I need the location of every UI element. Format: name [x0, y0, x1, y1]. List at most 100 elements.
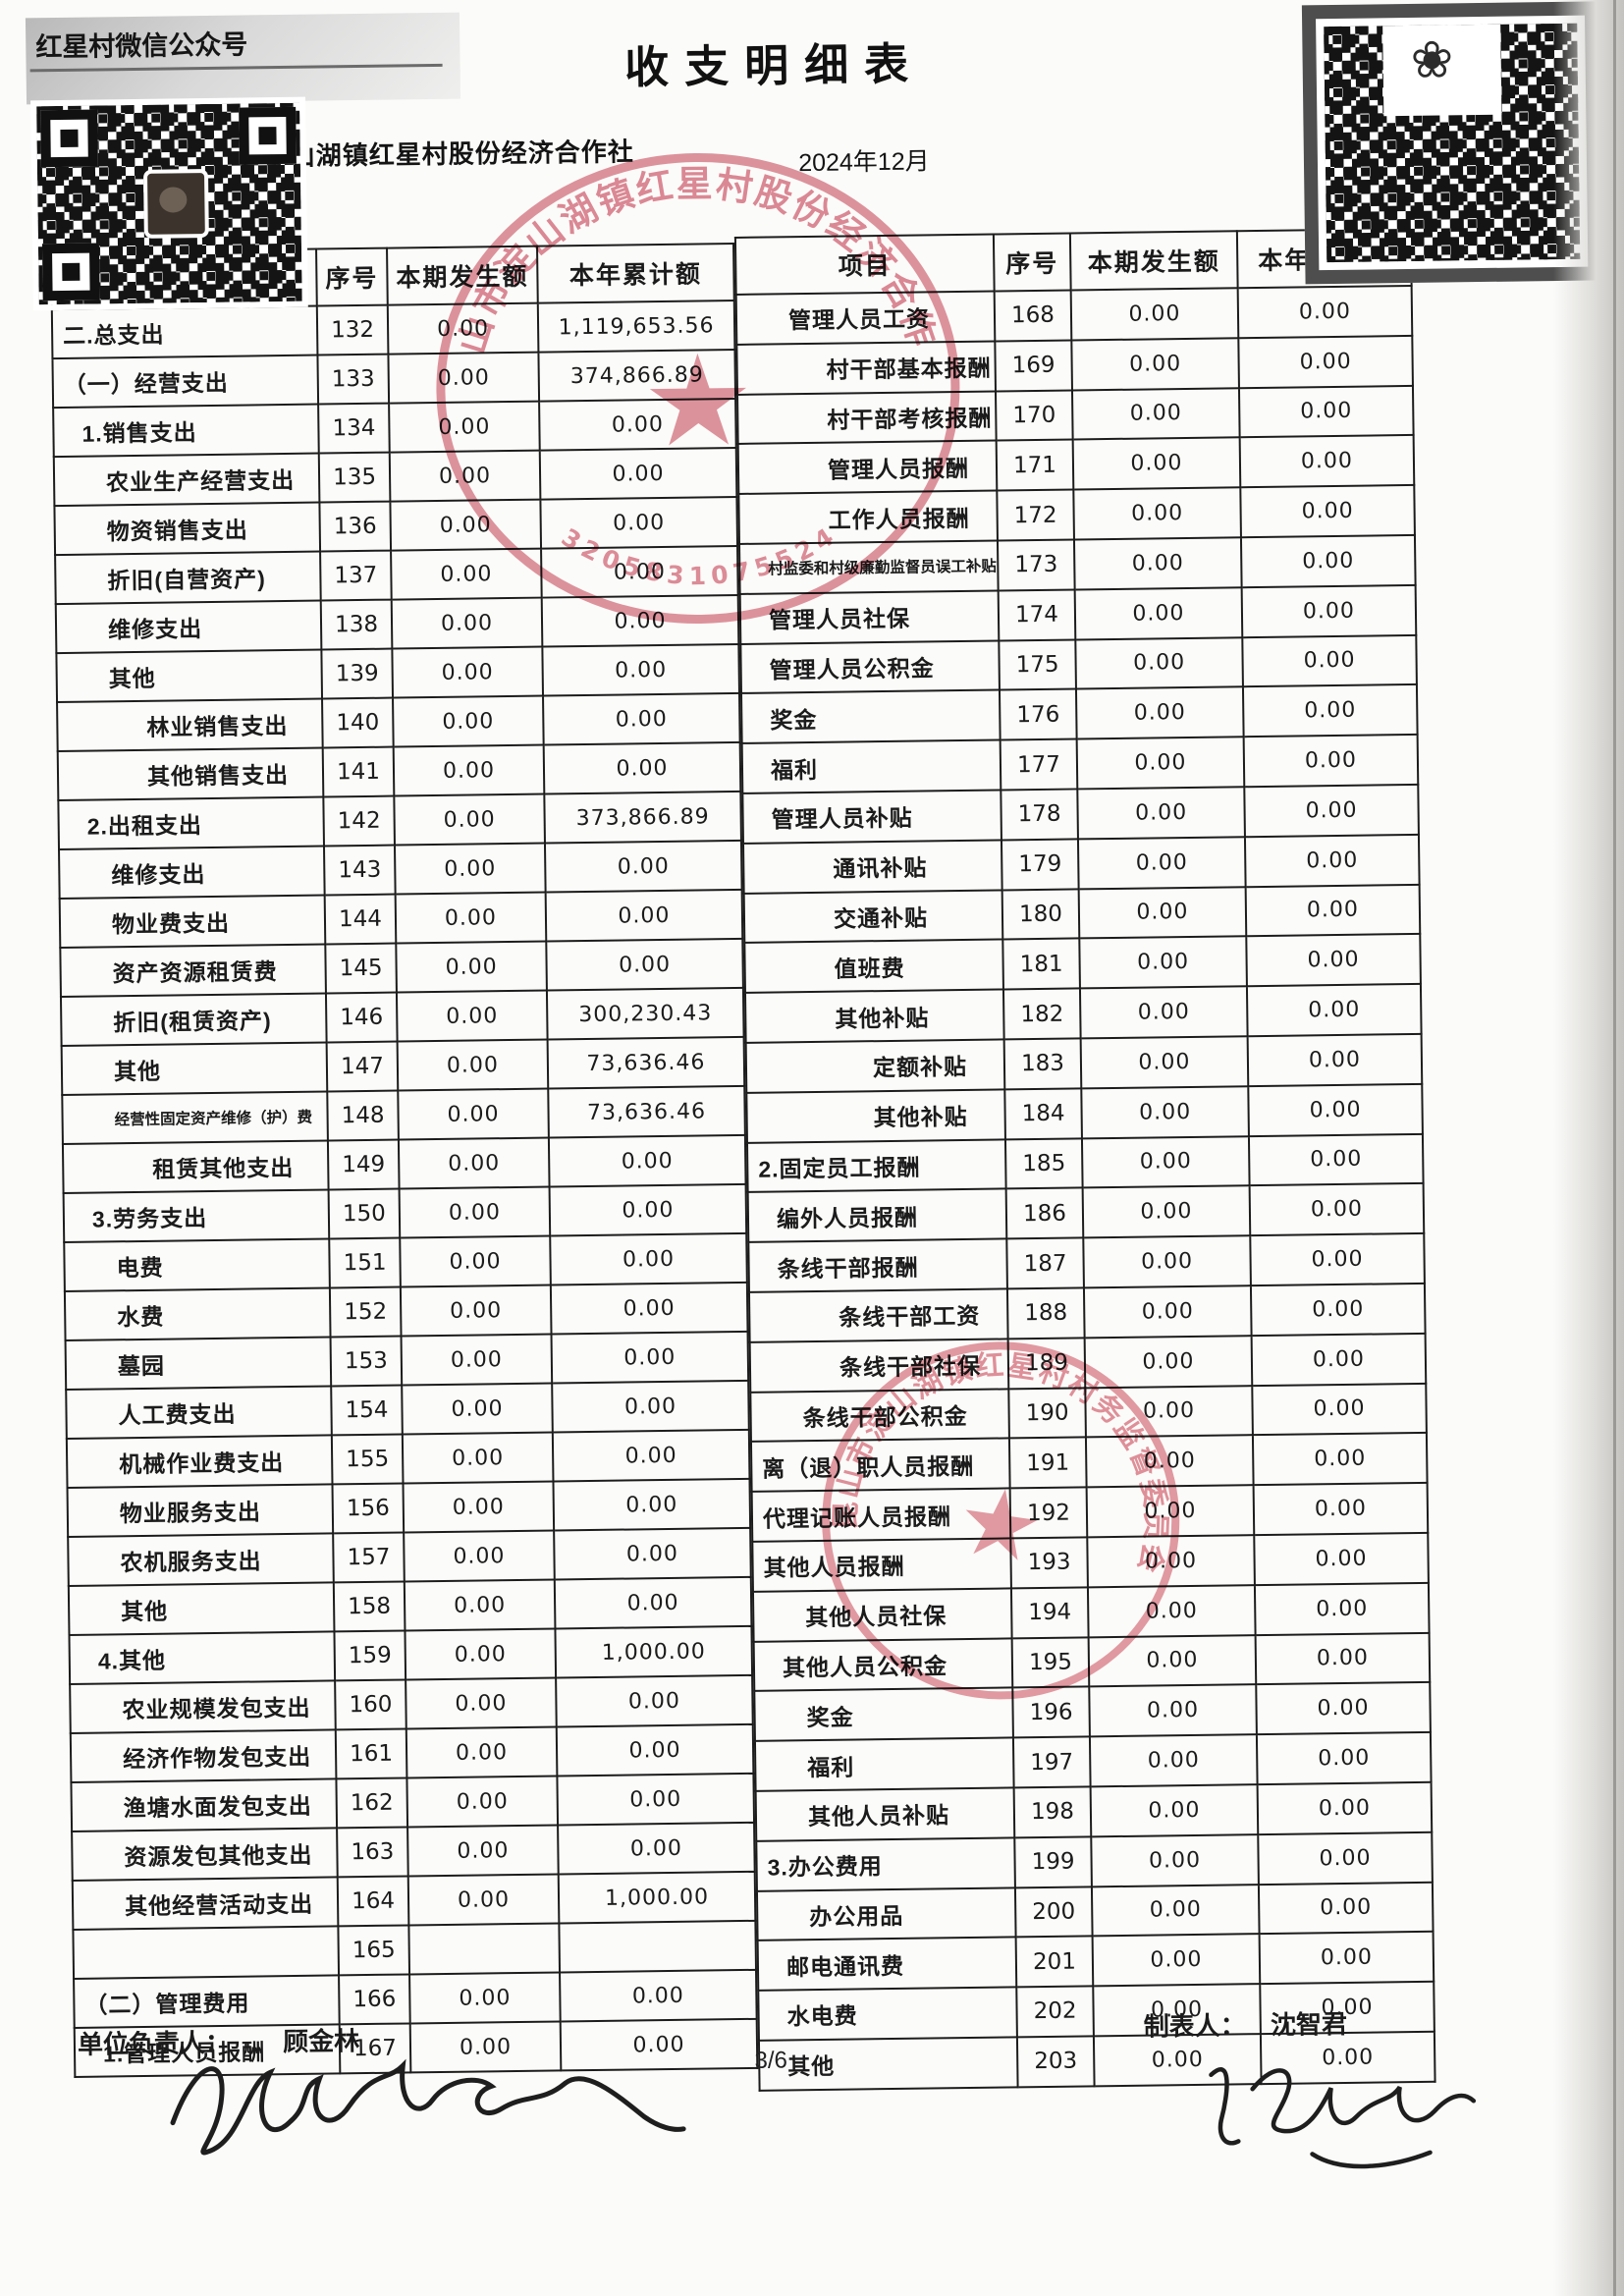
current-amount-cell: 0.00 [1089, 1734, 1258, 1787]
ytd-amount-cell: 0.00 [1243, 735, 1419, 788]
current-amount-cell: 0.00 [401, 1334, 553, 1386]
serial-cell: 150 [328, 1188, 401, 1239]
ytd-amount-cell: 0.00 [556, 1674, 753, 1727]
serial-cell: 137 [320, 550, 392, 601]
item-label-cell [73, 1926, 340, 1979]
current-amount-cell: 0.00 [394, 843, 546, 895]
item-label-cell: 渔塘水面发包支出 [71, 1778, 338, 1831]
current-amount-cell: 0.00 [1082, 1185, 1251, 1238]
serial-cell: 168 [994, 290, 1072, 342]
scan-edge-line [1613, 0, 1616, 2296]
item-label-cell: 墓园 [65, 1337, 332, 1390]
table-row: 其他 147 0.00 73,636.46 [61, 1036, 745, 1096]
serial-cell: 136 [319, 501, 392, 552]
serial-cell: 159 [334, 1630, 406, 1681]
wechat-account-label: 红星村微信公众号 [35, 29, 248, 63]
item-label-cell: 其他 [61, 1042, 328, 1096]
stamp-serial-number: 3205831075524 [557, 519, 844, 592]
item-label-cell: 水费 [64, 1287, 331, 1340]
table-row: 水费 152 0.00 0.00 [64, 1282, 748, 1340]
current-amount-cell [408, 1923, 561, 1975]
item-label-cell: 2.固定员工报酬 [746, 1138, 1006, 1193]
current-amount-cell: 0.00 [406, 1677, 557, 1729]
table-row: 人工费支出 154 0.00 0.00 [66, 1380, 749, 1439]
item-label-cell: 值班费 [744, 939, 1003, 994]
table-row: 福利 177 0.00 0.00 [741, 735, 1419, 793]
serial-cell: 154 [331, 1385, 403, 1436]
star-icon: ★ [950, 1464, 1050, 1585]
ytd-amount-cell: 0.00 [552, 1429, 750, 1482]
ytd-amount-cell: 0.00 [544, 840, 742, 893]
current-amount-cell: 0.00 [1083, 1235, 1251, 1288]
table-row: 2.固定员工报酬 185 0.00 0.00 [746, 1133, 1424, 1193]
item-label-cell: 福利 [741, 739, 1001, 793]
table-row: 墓园 153 0.00 0.00 [65, 1331, 749, 1390]
serial-cell: 152 [329, 1286, 402, 1338]
ytd-amount-cell: 0.00 [1257, 1781, 1433, 1834]
serial-cell: 179 [1001, 839, 1079, 891]
current-amount-cell: 0.00 [1072, 437, 1241, 490]
current-amount-cell: 0.00 [1075, 686, 1244, 739]
signature-stroke [1209, 2066, 1477, 2169]
ytd-amount-cell: 73,636.46 [548, 1085, 745, 1138]
current-amount-cell: 0.00 [1079, 986, 1248, 1039]
table-row: 渔塘水面发包支出 162 0.00 0.00 [71, 1773, 755, 1831]
serial-cell: 183 [1003, 1038, 1082, 1090]
table-row: 经营性固定资产维修（护）费 148 0.00 73,636.46 [62, 1085, 745, 1145]
serial-cell: 133 [317, 354, 390, 405]
qr-finder-dot-icon [258, 127, 277, 145]
item-label-cell: 物业费支出 [59, 895, 326, 949]
current-amount-cell: 0.00 [398, 1088, 549, 1140]
item-label-cell: 租赁其他支出 [62, 1140, 329, 1194]
ytd-amount-cell: 0.00 [1259, 1932, 1435, 1985]
serial-cell: 151 [329, 1237, 401, 1288]
table-row: 经济作物发包支出 161 0.00 0.00 [70, 1723, 754, 1782]
item-label-cell: 邮电通讯费 [757, 1937, 1017, 1991]
current-amount-cell: 0.00 [1091, 1884, 1260, 1937]
table-row: 福利 197 0.00 0.00 [754, 1731, 1432, 1791]
item-label-cell: 定额补贴 [745, 1039, 1005, 1093]
ytd-amount-cell: 0.00 [1248, 1083, 1423, 1136]
ytd-amount-cell: 0.00 [1248, 1133, 1424, 1186]
ytd-amount-cell: 1,000.00 [555, 1625, 753, 1678]
serial-cell: 158 [333, 1581, 406, 1632]
ytd-amount-cell: 0.00 [1244, 784, 1419, 837]
qr-finder-icon [40, 109, 98, 168]
ytd-amount-cell: 0.00 [1240, 534, 1416, 588]
serial-cell: 184 [1004, 1088, 1082, 1139]
current-amount-cell: 0.00 [400, 1235, 551, 1287]
ytd-amount-cell: 0.00 [1250, 1283, 1426, 1336]
stamp-ring [822, 1341, 1180, 1700]
table-row: 物业费支出 144 0.00 0.00 [59, 889, 743, 949]
supervision-seal-stamp: 昆山市淀山湖镇红星村村务监督委员会 ★ [822, 1327, 1195, 1700]
serial-cell: 170 [995, 390, 1073, 441]
cooperative-seal-stamp: 昆山市淀山湖镇红星村股份经济合作社 ★ 3205831075524 [420, 141, 960, 624]
current-amount-cell: 0.00 [1080, 1036, 1249, 1089]
qr-finder-dot-icon [62, 262, 81, 281]
ytd-amount-cell: 0.00 [558, 1822, 755, 1875]
ytd-amount-cell: 0.00 [550, 1232, 747, 1285]
scan-edge-shadow [1553, 0, 1624, 2296]
serial-cell: 163 [337, 1827, 408, 1878]
ytd-amount-cell: 0.00 [1252, 1383, 1427, 1436]
current-amount-cell: 0.00 [393, 744, 545, 796]
serial-cell: 202 [1016, 1986, 1094, 2038]
item-label-cell: 其他经营活动支出 [72, 1877, 339, 1930]
table-row: 其他 139 0.00 0.00 [56, 643, 739, 703]
ytd-amount-cell: 0.00 [545, 889, 743, 942]
qr-logo-image [159, 187, 188, 213]
ytd-amount-cell: 0.00 [557, 1773, 755, 1826]
current-amount-cell: 0.00 [1091, 1833, 1259, 1886]
header-serial: 序号 [316, 247, 388, 306]
item-label-cell: 交通补贴 [743, 890, 1003, 944]
current-amount-cell: 0.00 [1070, 288, 1239, 341]
ytd-amount-cell: 0.00 [1254, 1532, 1429, 1585]
ytd-amount-cell: 0.00 [553, 1478, 751, 1531]
serial-cell: 173 [997, 539, 1075, 591]
ytd-amount-cell: 0.00 [548, 1134, 746, 1187]
serial-cell: 144 [324, 894, 397, 945]
serial-cell: 199 [1014, 1836, 1092, 1887]
ytd-amount-cell: 0.00 [560, 1969, 757, 2022]
table-row: 2.出租支出 142 0.00 373,866.89 [58, 791, 741, 850]
